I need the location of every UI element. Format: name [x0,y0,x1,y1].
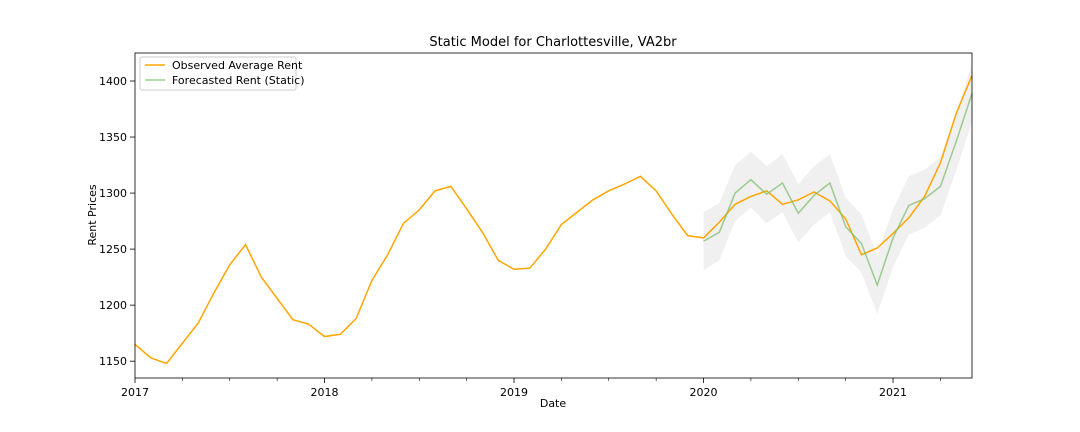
x-tick-label: 2019 [500,386,528,399]
series-line-observed [134,75,973,365]
confidence-band-layer [703,64,972,315]
x-tick-label: 2017 [121,386,149,399]
legend-box [139,56,297,91]
y-axis: 1150 1200 1250 1300 1350 1400 [99,75,135,368]
x-axis: 2017 2018 2019 2020 2021 [121,378,941,399]
forecast-confidence-band [703,64,972,315]
series-line-forecast [703,93,973,288]
x-tick-label: 2020 [690,386,718,399]
y-axis-title: Rent Prices [86,184,99,246]
y-tick-label: 1250 [99,243,127,256]
series-lines-layer [134,75,973,365]
plot-area [135,53,972,378]
x-axis-title: Date [540,397,567,410]
y-tick-label: 1350 [99,131,127,144]
x-tick-label: 2018 [311,386,339,399]
legend-label-forecast: Forecasted Rent (Static) [172,74,305,87]
y-tick-label: 1150 [99,355,127,368]
legend: Observed Average Rent Forecasted Rent (S… [139,56,305,91]
y-tick-label: 1200 [99,299,127,312]
chart-title: Static Model for Charlottesville, VA2br [429,35,677,50]
y-tick-label: 1300 [99,187,127,200]
legend-label-observed: Observed Average Rent [172,59,303,72]
y-tick-label: 1400 [99,75,127,88]
plot-frame-border [134,52,973,379]
x-tick-label: 2021 [879,386,907,399]
